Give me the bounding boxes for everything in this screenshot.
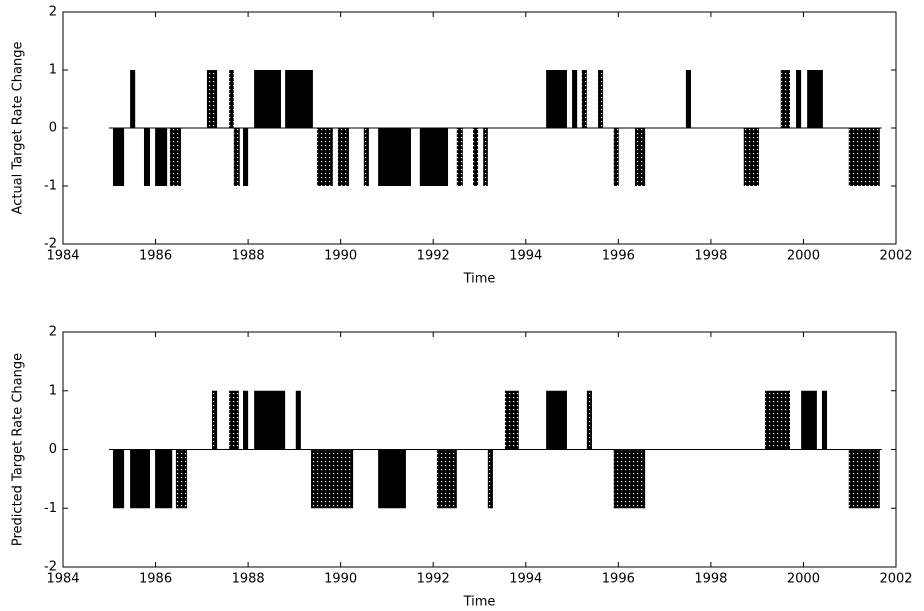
bar	[229, 390, 239, 450]
bar	[112, 128, 125, 186]
x-tick-label: 1992	[417, 249, 450, 264]
bar	[765, 390, 791, 450]
bar	[743, 128, 760, 186]
y-axis-label: Actual Target Rate Change	[11, 42, 26, 215]
bar	[848, 449, 880, 509]
bar	[801, 390, 817, 450]
bar	[233, 128, 240, 186]
bar	[311, 449, 354, 509]
bar	[473, 128, 479, 186]
bar	[613, 128, 619, 186]
x-tick-label: 2000	[787, 249, 820, 264]
bar	[254, 70, 281, 128]
bar	[487, 449, 493, 509]
x-tick-label: 1984	[46, 572, 79, 587]
bar	[821, 390, 828, 450]
x-axis-label: Time	[463, 272, 496, 287]
bar	[546, 390, 567, 450]
x-tick-label: 1986	[139, 249, 172, 264]
y-tick-label: 2	[49, 325, 57, 340]
bar	[796, 70, 802, 128]
bar	[586, 390, 592, 450]
bar	[212, 390, 218, 450]
x-tick-label: 1998	[694, 572, 727, 587]
bar	[378, 449, 406, 509]
bar	[456, 128, 463, 186]
x-tick-label: 1994	[509, 249, 542, 264]
bar	[572, 70, 578, 128]
bar	[169, 128, 182, 186]
bar	[254, 390, 286, 450]
bar	[155, 128, 168, 186]
x-tick-label: 1996	[602, 249, 635, 264]
bar	[613, 449, 646, 509]
x-tick-label: 1990	[324, 249, 357, 264]
bar	[295, 390, 301, 450]
x-tick-label: 1992	[417, 572, 450, 587]
bar	[155, 449, 173, 509]
x-tick-label: 1998	[694, 249, 727, 264]
x-axis-label: Time	[463, 595, 496, 610]
bar	[175, 449, 188, 509]
bar	[243, 128, 249, 186]
bar	[807, 70, 823, 128]
bar	[363, 128, 369, 186]
bar	[130, 70, 136, 128]
y-axis-label: Predicted Target Rate Change	[11, 353, 26, 546]
y-tick-label: -2	[44, 560, 57, 575]
bar	[634, 128, 646, 186]
x-tick-label: 2002	[879, 572, 912, 587]
bar	[597, 70, 604, 128]
y-tick-label: -1	[44, 501, 57, 516]
y-tick-label: -1	[44, 179, 57, 194]
bar	[112, 449, 125, 509]
bar	[483, 128, 488, 186]
x-tick-label: 1988	[232, 249, 265, 264]
y-tick-label: 0	[49, 442, 57, 457]
bar	[504, 390, 519, 450]
x-tick-label: 1984	[46, 249, 79, 264]
bar	[581, 70, 587, 128]
bar	[285, 70, 313, 128]
y-tick-label: 0	[49, 121, 57, 136]
bar	[130, 449, 151, 509]
bar	[546, 70, 567, 128]
x-tick-label: 1988	[232, 572, 265, 587]
y-tick-label: 1	[49, 383, 57, 398]
bar	[378, 128, 412, 186]
bar	[848, 128, 880, 186]
x-tick-label: 1986	[139, 572, 172, 587]
bar	[685, 70, 691, 128]
y-tick-label: 2	[49, 5, 57, 20]
y-tick-label: -2	[44, 237, 57, 252]
x-tick-label: 2002	[879, 249, 912, 264]
bar	[317, 128, 333, 186]
bar	[436, 449, 457, 509]
bar	[229, 70, 234, 128]
bar	[419, 128, 449, 186]
x-tick-label: 1990	[324, 572, 357, 587]
bar	[243, 390, 249, 450]
x-tick-label: 1994	[509, 572, 542, 587]
bar	[337, 128, 349, 186]
x-tick-label: 2000	[787, 572, 820, 587]
bar	[143, 128, 151, 186]
bar	[780, 70, 791, 128]
y-tick-label: 1	[49, 63, 57, 78]
x-tick-label: 1996	[602, 572, 635, 587]
bar	[206, 70, 218, 128]
